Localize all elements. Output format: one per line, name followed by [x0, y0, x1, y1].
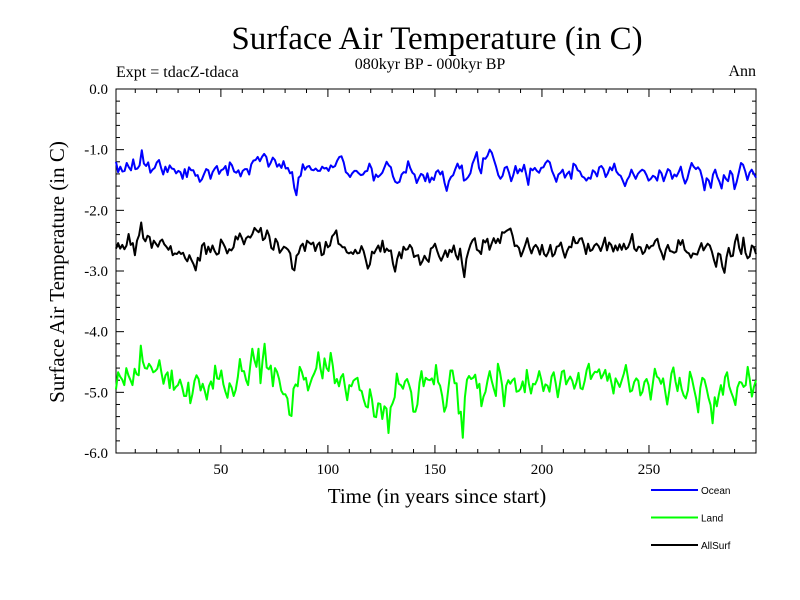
y-tick-label: -4.0 — [84, 325, 108, 341]
series-line-land — [115, 342, 757, 439]
legend-label-ocean: Ocean — [701, 486, 730, 497]
chart-subtitle: 080kyr BP - 000kyr BP — [355, 56, 506, 73]
y-tick-label: -3.0 — [84, 264, 108, 280]
y-tick-label: -2.0 — [84, 203, 108, 219]
x-tick-label: 50 — [213, 462, 228, 478]
experiment-label: Expt = tdacZ-tdaca — [116, 64, 239, 81]
x-tick-label: 150 — [424, 462, 447, 478]
season-label: Ann — [728, 63, 756, 80]
legend-label-land: Land — [701, 514, 723, 525]
y-tick-label: -1.0 — [84, 143, 108, 159]
plot-frame — [115, 88, 757, 454]
legend-label-allsurf: AllSurf — [701, 541, 731, 552]
x-axis-label: Time (in years since start) — [328, 484, 547, 508]
series-line-allsurf — [115, 221, 757, 279]
series-line-ocean — [115, 148, 757, 197]
chart-title: Surface Air Temperature (in C) — [231, 21, 642, 57]
y-tick-label: -5.0 — [84, 385, 108, 401]
y-axis-label: Surface Air Temperature (in C) — [45, 141, 69, 403]
x-tick-label: 250 — [638, 462, 661, 478]
plot-area: 50 100 150 200 250 0.0 -1.0 -2.0 -3.0 -4.0 -5.0 -6.… — [84, 82, 757, 478]
legend: Ocean Land AllSurf — [651, 486, 731, 552]
x-tick-label: 200 — [531, 462, 554, 478]
y-tick-label: -6.0 — [84, 446, 108, 462]
y-tick-label: 0.0 — [89, 82, 108, 98]
x-tick-label: 100 — [317, 462, 340, 478]
